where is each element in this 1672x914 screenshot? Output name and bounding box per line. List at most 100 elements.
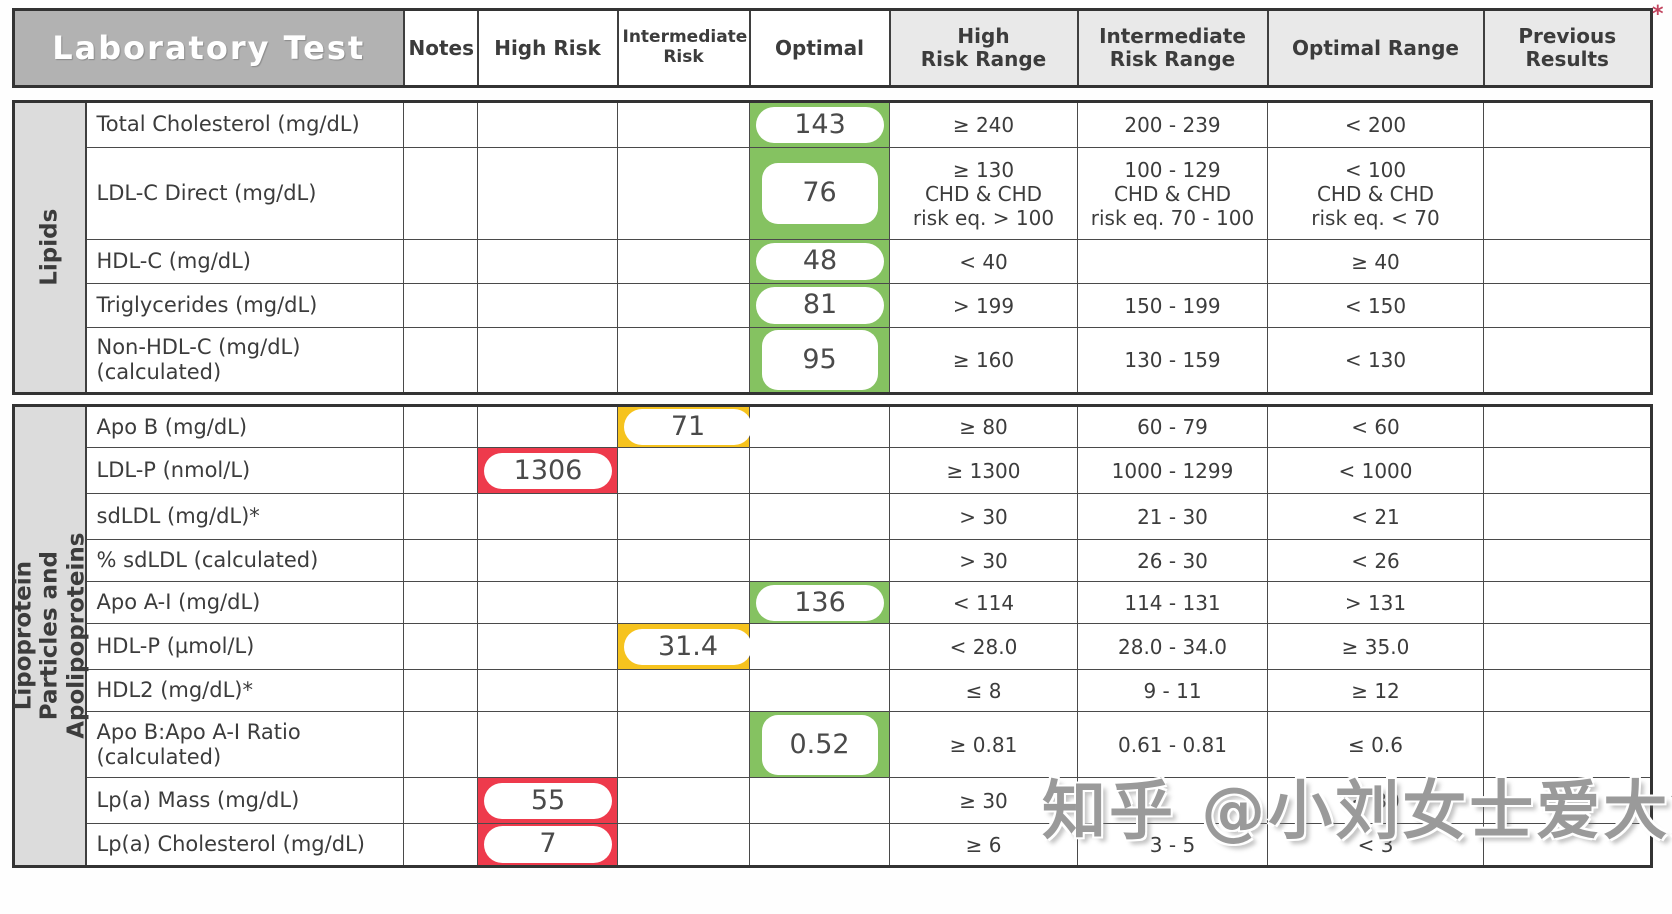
high-risk-range-cell: ≥ 80 — [889, 404, 1078, 449]
notes-cell — [403, 777, 478, 825]
test-name-cell: % sdLDL (calculated) — [85, 539, 404, 583]
optimal-range-cell: < 100 CHD & CHD risk eq. < 70 — [1267, 147, 1484, 240]
notes-cell — [403, 326, 478, 395]
intermediate-risk-range-cell: 3 - 5 — [1077, 823, 1268, 867]
optimal-risk-value-cell — [749, 447, 890, 495]
intermediate-risk-value-cell — [617, 493, 750, 541]
optimal-risk-value-cell: 143 — [749, 101, 890, 148]
table-row: Triglycerides (mg/dL) 81 > 199 150 - 199 < 1… — [14, 283, 1652, 328]
test-name-cell: Non-HDL-C (mg/dL) (calculated) — [85, 326, 404, 395]
intermediate-risk-range-cell: 1000 - 1299 — [1077, 447, 1268, 495]
result-pill: 7 — [484, 826, 612, 863]
notes-header: Notes — [402, 8, 479, 88]
test-name-cell: Lp(a) Cholesterol (mg/dL) — [85, 823, 404, 867]
notes-cell — [403, 623, 478, 671]
high-risk-value-cell — [477, 326, 618, 395]
intermediate-risk-value-cell — [617, 239, 750, 284]
section-label-text: Lipoprotein Particles and Apolipoprotein… — [10, 532, 89, 740]
optimal-risk-value-cell: 136 — [749, 581, 890, 625]
high-risk-value-cell: 1306 — [477, 447, 618, 495]
notes-cell — [403, 147, 478, 240]
previous-results-cell — [1483, 493, 1652, 541]
intermediate-risk-value-cell: 31.4 — [617, 623, 752, 671]
previous-results-cell — [1483, 669, 1652, 713]
notes-cell — [403, 101, 478, 148]
high-risk-range-cell: ≤ 8 — [889, 669, 1078, 713]
result-pill: 55 — [484, 782, 612, 820]
high-risk-value-cell — [477, 669, 618, 713]
result-pill: 95 — [761, 330, 878, 391]
table-row: Lipoprotein Particles and Apolipoprotein… — [10, 404, 1652, 867]
result-pill: 143 — [756, 106, 884, 144]
result-pill: 48 — [756, 243, 884, 280]
intermediate-risk-range-cell: 9 - 11 — [1077, 669, 1268, 713]
intermediate-risk-value-cell: 71 — [617, 404, 752, 449]
previous-results-cell — [1483, 823, 1652, 867]
high-risk-value-cell: 7 — [477, 823, 618, 867]
optimal-risk-value-cell — [749, 823, 890, 867]
optimal-range-header: Optimal Range — [1266, 8, 1485, 88]
section-label-cell: Lipoprotein Particles and Apolipoprotein… — [10, 405, 89, 867]
table-row: sdLDL (mg/dL)* > 30 21 - 30 < 21 — [14, 493, 1652, 541]
previous-results-cell — [1483, 581, 1652, 625]
optimal-range-cell: < 60 — [1267, 404, 1484, 449]
previous-results-cell — [1483, 539, 1652, 583]
optimal-risk-value-cell — [749, 777, 890, 825]
optimal-range-cell: < 130 — [1267, 326, 1484, 395]
test-name-cell: Apo B:Apo A-I Ratio (calculated) — [85, 711, 404, 779]
corner-asterisk: * — [1652, 2, 1664, 27]
previous-results-cell — [1483, 777, 1652, 825]
notes-cell — [403, 283, 478, 328]
intermediate-risk-range-cell — [1077, 777, 1268, 825]
optimal-range-cell: > 131 — [1267, 581, 1484, 625]
optimal-range-cell: < 200 — [1267, 101, 1484, 148]
high-risk-value-cell — [477, 539, 618, 583]
high-risk-header: High Risk — [476, 8, 619, 88]
intermediate-risk-range-cell: 114 - 131 — [1077, 581, 1268, 625]
table-row: Apo B:Apo A-I Ratio (calculated) 0.52 ≥ 0.… — [14, 711, 1652, 779]
previous-results-cell — [1483, 447, 1652, 495]
previous-results-cell — [1483, 326, 1652, 395]
intermediate-risk-header: Intermediate Risk — [616, 8, 751, 88]
notes-cell — [403, 711, 478, 779]
notes-cell — [403, 669, 478, 713]
intermediate-risk-value-cell — [617, 711, 750, 779]
table-row: LDL-C Direct (mg/dL) 76 ≥ 130 CHD & CHD ri… — [14, 147, 1652, 240]
high-risk-value-cell — [477, 623, 618, 671]
test-name-cell: HDL2 (mg/dL)* — [85, 669, 404, 713]
high-risk-value-cell — [477, 581, 618, 625]
high-risk-range-cell: ≥ 30 — [889, 777, 1078, 825]
test-name-cell: LDL-C Direct (mg/dL) — [85, 147, 404, 240]
intermediate-risk-range-cell: 28.0 - 34.0 — [1077, 623, 1268, 671]
intermediate-risk-range-cell — [1077, 239, 1268, 284]
intermediate-risk-value-cell — [617, 539, 750, 583]
high-risk-value-cell — [477, 493, 618, 541]
intermediate-risk-value-cell — [617, 581, 750, 625]
section-label: Lipoprotein Particles and Apolipoprotein… — [10, 407, 89, 865]
high-risk-range-cell: ≥ 6 — [889, 823, 1078, 867]
table-row: HDL-P (µmol/L) 31.4 < 28.0 28.0 - 34.0 ≥ 35.… — [14, 623, 1652, 671]
previous-results-cell — [1483, 623, 1652, 671]
lipoprotein-section-table: Lipoprotein Particles and Apolipoprotein… — [10, 404, 1653, 868]
optimal-range-cell: < 21 — [1267, 493, 1484, 541]
high-risk-range-cell: ≥ 130 CHD & CHD risk eq. > 100 — [889, 147, 1078, 240]
section-label: Lipids — [15, 103, 85, 392]
test-name-cell: Triglycerides (mg/dL) — [85, 283, 404, 328]
report-header-table: Laboratory Test Notes High Risk Intermed… — [12, 8, 1653, 88]
previous-results-cell — [1483, 711, 1652, 779]
intermediate-risk-range-cell: 100 - 129 CHD & CHD risk eq. 70 - 100 — [1077, 147, 1268, 240]
result-pill: 0.52 — [761, 714, 878, 776]
notes-cell — [403, 493, 478, 541]
notes-cell — [403, 239, 478, 284]
intermediate-risk-range-cell: 150 - 199 — [1077, 283, 1268, 328]
notes-cell — [403, 539, 478, 583]
optimal-risk-value-cell: 95 — [749, 326, 890, 395]
notes-cell — [403, 823, 478, 867]
section-label-cell: Lipids — [13, 100, 87, 395]
test-name-cell: Total Cholesterol (mg/dL) — [85, 101, 404, 148]
previous-results-cell — [1483, 101, 1652, 148]
table-row: Apo A-I (mg/dL) 136 < 114 114 - 131 > 131 — [14, 581, 1652, 625]
table-row: Lipids Total Cholesterol (mg/dL) 143 ≥ 240 2… — [13, 100, 1652, 395]
table-row: Non-HDL-C (mg/dL) (calculated) 95 ≥ 160 130… — [14, 326, 1652, 395]
notes-cell — [403, 404, 478, 449]
